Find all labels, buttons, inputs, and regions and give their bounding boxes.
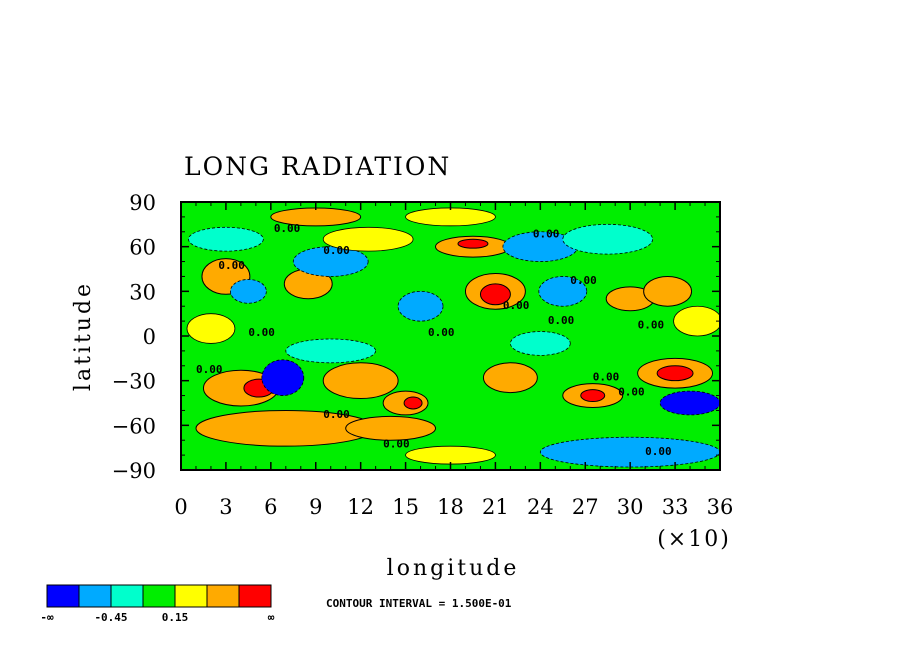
contour-label: 0.00 [218,259,245,272]
x-multiplier: (×10) [657,527,731,552]
colorbar-label: -∞ [40,611,54,624]
field-cell [457,238,489,249]
colorbar-label: -0.45 [94,611,127,624]
contour-label: 0.00 [618,386,645,399]
field-cell [322,226,414,252]
contour-label: 0.00 [593,371,620,384]
field-cell [479,283,511,306]
x-tick-label: 30 [617,495,644,519]
field-cell [656,365,694,382]
field-cell [482,362,538,394]
contour-label: 0.00 [645,445,672,458]
x-axis: 0 3 6 9 12 15 18 21 24 27 30 33 36 [174,202,733,519]
colorbar [46,584,272,608]
y-tick-label: −60 [112,414,156,438]
field-cell [659,390,720,416]
field-cell [261,359,305,396]
colorbar-swatch [46,584,80,608]
contour-label: 0.00 [248,326,275,339]
field-cell [580,389,606,403]
contour-label: 0.00 [533,228,560,241]
contour-label: 0.00 [428,326,455,339]
field-cell [673,305,720,337]
field-cell [397,290,444,322]
field-cell [539,436,720,468]
field-cell [292,246,369,277]
contour-interval-note: CONTOUR INTERVAL = 1.500E-01 [326,597,512,610]
contour-label: 0.00 [383,438,410,451]
field-cell [403,396,423,410]
y-tick-label: 90 [129,191,156,215]
colorbar-swatch [238,584,272,608]
contour-label: 0.00 [323,408,350,421]
x-tick-label: 24 [527,495,554,519]
y-tick-label: −90 [112,459,156,483]
field-cell [509,331,571,356]
x-tick-label: 0 [174,495,187,519]
contour-label: 0.00 [323,244,350,257]
field-cell [322,362,399,400]
field-cell [405,207,496,227]
y-tick-label: 60 [129,236,156,260]
contour-label: 0.00 [274,222,301,235]
field-cell [643,275,693,307]
contour-label: 0.00 [503,299,530,312]
x-tick-label: 33 [662,495,689,519]
field-cell [285,338,377,364]
x-tick-label: 9 [309,495,322,519]
field-cell [405,445,496,465]
x-tick-label: 15 [392,495,419,519]
field-cell [345,415,437,441]
field-cell [538,276,588,307]
y-tick-label: −30 [112,370,156,394]
y-axis-label: latitude [71,281,96,391]
colorbar-label: ∞ [268,611,275,624]
contour-label: 0.00 [548,314,575,327]
chart-title: LONG RADIATION [184,152,451,181]
y-tick-label: 0 [143,325,156,349]
colorbar-swatch [78,584,112,608]
y-axis: 90 60 30 0 −30 −60 −90 [112,191,720,483]
field-cell [188,226,264,252]
colorbar-swatch [142,584,176,608]
x-tick-label: 36 [707,495,734,519]
x-tick-label: 18 [437,495,464,519]
x-tick-label: 21 [482,495,509,519]
colorbar-label: 0.15 [162,611,189,624]
contour-label: 0.00 [196,363,223,376]
colorbar-swatch [174,584,208,608]
colorbar-swatch [206,584,240,608]
y-tick-label: 30 [129,280,156,304]
colorbar-swatch [110,584,144,608]
x-tick-label: 27 [572,495,599,519]
field-cell [230,279,267,304]
contour-label: 0.00 [570,274,597,287]
plot-field [181,202,720,470]
x-tick-label: 12 [347,495,374,519]
x-axis-label: longitude [387,556,520,581]
colorbar-labels: -∞ -0.45 0.15 ∞ [40,611,274,624]
field-cell [186,313,236,344]
x-tick-label: 3 [219,495,232,519]
field-cell [562,223,654,255]
contour-labels: 0.00 0.00 0.00 0.00 0.00 0.00 0.00 0.00 0.00 0.00… [196,222,672,458]
x-tick-label: 6 [264,495,277,519]
contour-label: 0.00 [638,319,665,332]
